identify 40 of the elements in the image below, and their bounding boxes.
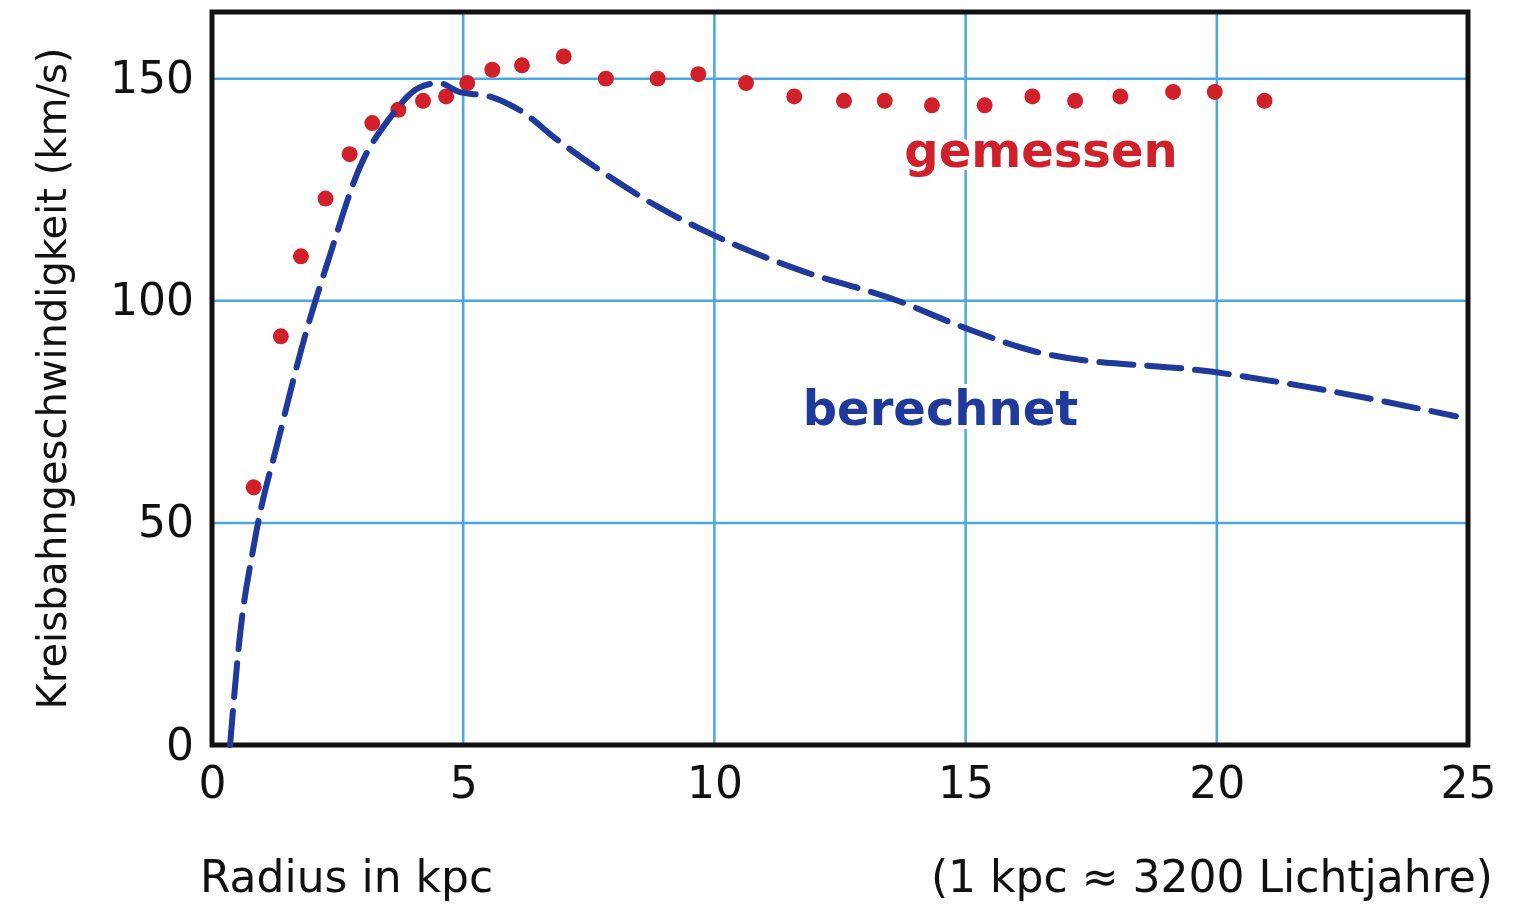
point: [364, 115, 381, 132]
point: [514, 57, 530, 74]
point: [341, 146, 358, 163]
y-tick-label: 0: [166, 718, 194, 770]
point: [836, 92, 852, 109]
y-tick-label: 100: [110, 274, 194, 326]
x-tick-label: 15: [938, 757, 995, 809]
point: [597, 70, 614, 87]
point: [786, 88, 803, 105]
point: [317, 190, 334, 207]
x-tick-label: 5: [449, 757, 478, 809]
point: [876, 92, 893, 109]
point: [1165, 84, 1182, 100]
x-tick-label: 20: [1189, 757, 1246, 809]
y-tick-label: 50: [138, 496, 194, 548]
y-tick-label: 150: [110, 52, 194, 104]
x-axis-title: Radius in kpc: [200, 851, 494, 902]
point: [555, 48, 572, 65]
point: [976, 97, 993, 114]
point: [1256, 92, 1273, 109]
x-tick-label: 25: [1440, 757, 1497, 809]
y-axis-title: Kreisbahngeschwindigkeit (km/s): [29, 47, 75, 710]
point: [1112, 88, 1129, 105]
point: [1024, 88, 1041, 105]
point: [1206, 84, 1223, 100]
point: [459, 75, 476, 92]
point: [649, 70, 666, 87]
point: [438, 88, 455, 105]
point: [738, 75, 755, 92]
point: [690, 66, 707, 83]
point: [245, 479, 262, 496]
point: [1067, 92, 1084, 109]
point: [292, 248, 309, 265]
x-tick-label: 10: [686, 757, 743, 809]
point: [923, 97, 940, 114]
point: [415, 92, 431, 109]
x-tick-label: 0: [198, 757, 227, 809]
point: [272, 328, 289, 345]
point: [484, 61, 501, 78]
text: (1 kpc ≈ 3200 Lichtjahre): [930, 851, 1493, 902]
